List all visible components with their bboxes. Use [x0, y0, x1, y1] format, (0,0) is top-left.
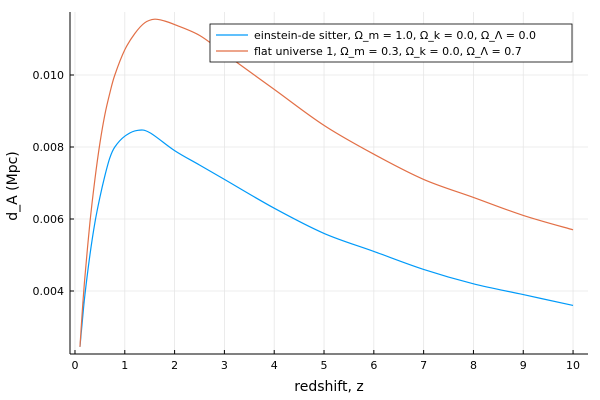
series-line-1	[79, 129, 574, 347]
y-tick-label: 0.008	[33, 141, 65, 154]
x-tick-label: 6	[370, 359, 377, 372]
axes	[69, 12, 588, 355]
x-tick-label: 7	[420, 359, 427, 372]
x-tick-label: 8	[470, 359, 477, 372]
x-tick-label: 2	[171, 359, 178, 372]
x-tick-label: 0	[71, 359, 78, 372]
y-tick-label: 0.010	[33, 69, 65, 82]
legend-box	[209, 23, 573, 63]
y-tick-label: 0.006	[33, 213, 65, 226]
legend: einstein-de sitter, Ω_m = 1.0, Ω_k = 0.0…	[209, 23, 573, 63]
x-tick-label: 3	[221, 359, 228, 372]
y-tick-label: 0.004	[33, 285, 65, 298]
tick-labels: 0 1 2 3 4 5 6 7 8 9 10 0.004 0.006 0.008 0.010	[33, 69, 581, 372]
x-tick-label: 10	[566, 359, 580, 372]
x-tick-label: 4	[271, 359, 278, 372]
plot-area	[79, 18, 574, 347]
legend-label-1: einstein-de sitter, Ω_m = 1.0, Ω_k = 0.0…	[254, 29, 536, 42]
legend-label-2: flat universe 1, Ω_m = 0.3, Ω_k = 0.0, Ω…	[254, 45, 522, 58]
y-axis-label: d_A (Mpc)	[5, 151, 21, 221]
x-tick-label: 9	[520, 359, 527, 372]
x-tick-label: 5	[321, 359, 328, 372]
series-line-2	[79, 18, 574, 347]
grid	[70, 12, 588, 354]
x-axis-label: redshift, z	[294, 379, 363, 395]
x-tick-label: 1	[121, 359, 128, 372]
